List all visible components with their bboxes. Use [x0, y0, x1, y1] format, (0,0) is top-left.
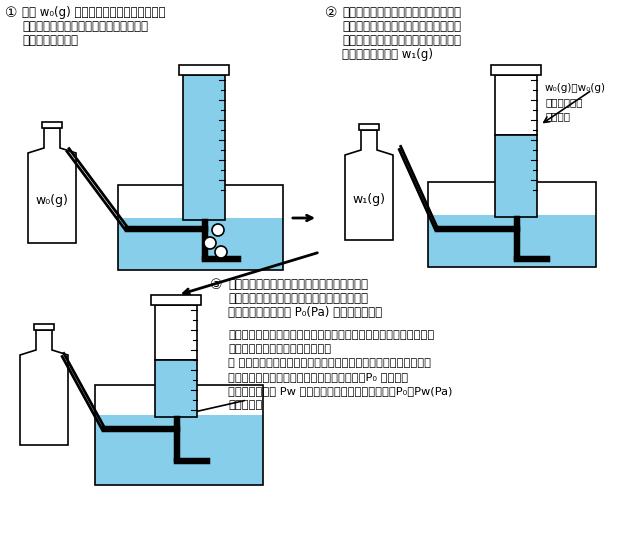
Bar [495, 75, 537, 135]
Bar [179, 65, 229, 75]
Polygon shape [345, 130, 393, 240]
Text: 内部の圧力が大気圧 P₀(Pa) に等しくなる。: 内部の圧力が大気圧 P₀(Pa) に等しくなる。 [228, 306, 382, 319]
Text: 飽和水蒸気圧を Pw とすると、試料ガスの分圧は、P₀－Pw(Pa): 飽和水蒸気圧を Pw とすると、試料ガスの分圧は、P₀－Pw(Pa) [228, 386, 452, 396]
Bar [183, 75, 225, 220]
Text: の中には二種類の気体がある事。: の中には二種類の気体がある事。 [228, 344, 331, 354]
Text: と表せる。: と表せる。 [228, 400, 262, 410]
Bar [95, 385, 263, 485]
Bar [34, 324, 54, 330]
Text: ろでガスの注入をやめてボンベの質量: ろでガスの注入をやめてボンベの質量 [342, 34, 461, 47]
Polygon shape [20, 330, 68, 445]
Bar [95, 415, 263, 485]
Text: の水面の高さとほぼ同じになったとこ: の水面の高さとほぼ同じになったとこ [342, 20, 461, 33]
Text: w₀(g): w₀(g) [36, 194, 68, 207]
Text: メスシリンダー内の水面の高さが水槽: メスシリンダー内の水面の高さが水槽 [342, 6, 461, 19]
Text: 従って、試料ガスの分圧＋飽和水　蒸気圧＝P₀ となる。: 従って、試料ガスの分圧＋飽和水 蒸気圧＝P₀ となる。 [228, 372, 408, 382]
Text: 質量 w₀(g) のガスボンベから水を満たし: 質量 w₀(g) のガスボンベから水を満たし [22, 6, 166, 19]
Polygon shape [28, 128, 76, 243]
Bar [428, 182, 596, 267]
Text: ガスを注入する。: ガスを注入する。 [22, 34, 78, 47]
Circle shape [215, 246, 227, 258]
Bar [118, 185, 283, 270]
Bar [155, 305, 197, 360]
Text: w₀(g)－w₀(g): w₀(g)－w₀(g) [545, 83, 606, 93]
Bar [359, 124, 379, 130]
Circle shape [212, 224, 224, 236]
Text: メスシリンダー内部の水面を一致させると。: メスシリンダー内部の水面を一致させると。 [228, 292, 368, 305]
Bar [495, 135, 537, 217]
Text: メスシリンダーを上下させて、外部の水面と: メスシリンダーを上下させて、外部の水面と [228, 278, 368, 291]
Bar [155, 360, 197, 417]
Text: １ つはボンベから供給した試料ガス、もう１つは水蒸気である。: １ つはボンベから供給した試料ガス、もう１つは水蒸気である。 [228, 358, 431, 368]
Text: ている。: ている。 [545, 111, 570, 121]
Text: ③: ③ [210, 278, 223, 292]
Text: て水層に直立させたたメスシリンダーに: て水層に直立させたたメスシリンダーに [22, 20, 148, 33]
Text: ここで気を付けなくてはいけないのが、このとき、メスシリンダー: ここで気を付けなくてはいけないのが、このとき、メスシリンダー [228, 330, 435, 340]
Circle shape [204, 237, 216, 249]
Text: ①: ① [5, 6, 17, 20]
Bar [151, 295, 201, 305]
Bar [42, 122, 62, 128]
Text: ②: ② [325, 6, 337, 20]
Text: の気体が入っ: の気体が入っ [545, 97, 582, 107]
Text: を測定する。質量 w₁(g): を測定する。質量 w₁(g) [342, 48, 433, 61]
Text: w₁(g): w₁(g) [353, 193, 385, 206]
Bar [491, 65, 541, 75]
Bar [118, 218, 283, 270]
Bar [428, 215, 596, 267]
